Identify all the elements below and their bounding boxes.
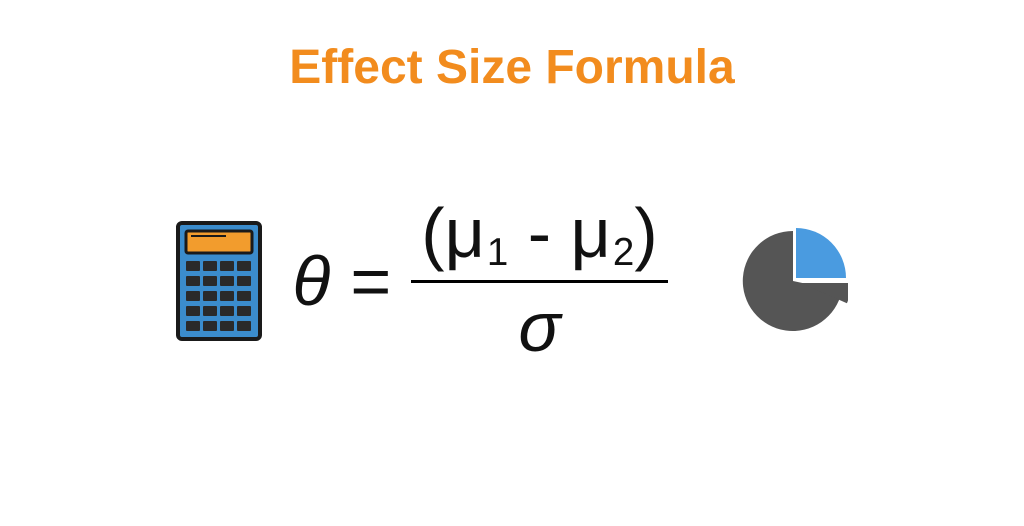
numerator-left-paren: ( [421, 194, 444, 272]
symbol-mu1: μ [445, 194, 485, 272]
denominator: σ [518, 289, 560, 366]
symbol-equals: = [350, 241, 391, 321]
subscript-1: 1 [487, 231, 508, 274]
symbol-minus: - [508, 194, 570, 272]
fraction: (μ1 - μ2) σ [411, 195, 667, 366]
content-row: θ = (μ1 - μ2) σ [0, 195, 1024, 366]
symbol-mu2: μ [571, 194, 611, 272]
formula: θ = (μ1 - μ2) σ [292, 195, 667, 366]
subscript-2: 2 [613, 231, 634, 274]
calculator-icon [176, 221, 262, 341]
fraction-line [411, 280, 667, 283]
numerator: (μ1 - μ2) [411, 195, 667, 274]
page-title: Effect Size Formula [289, 40, 734, 95]
numerator-right-paren: ) [634, 194, 657, 272]
symbol-theta: θ [292, 241, 330, 321]
pie-chart-icon [738, 226, 848, 336]
